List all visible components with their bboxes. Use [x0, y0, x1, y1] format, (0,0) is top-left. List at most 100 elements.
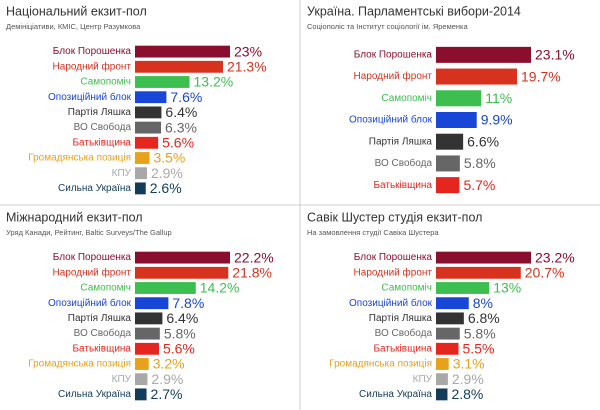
value-label: 3.5%: [153, 150, 185, 166]
bar: [436, 46, 531, 63]
value-label: 5.5%: [463, 341, 495, 357]
value-label: 5.7%: [463, 177, 495, 193]
category-label: КПУ: [112, 374, 132, 385]
category-label: Батьківщина: [72, 343, 131, 354]
value-label: 7.6%: [170, 89, 202, 105]
value-label: 3.1%: [453, 356, 485, 372]
category-label: Опозиційний блок: [48, 91, 132, 103]
category-label: Самопоміч: [80, 77, 131, 88]
chart-title: Міжнародний екзит-пол: [6, 210, 143, 224]
bar: [135, 76, 190, 88]
category-label: ВО Свобода: [74, 327, 132, 339]
bar: [436, 251, 531, 264]
bar: [436, 297, 469, 310]
category-label: Опозиційний блок: [349, 114, 433, 126]
category-label: ВО Свобода: [74, 121, 132, 133]
value-label: 23%: [234, 43, 262, 59]
category-label: Народний фронт: [354, 266, 433, 278]
category-label: Блок Порошенка: [53, 252, 132, 263]
bar: [135, 342, 159, 355]
value-label: 21.3%: [227, 59, 267, 75]
value-label: 11%: [485, 90, 512, 106]
chart-title: Савік Шустер студія екзит-пол: [307, 210, 482, 224]
value-label: 5.8%: [164, 325, 196, 341]
bar: [135, 282, 196, 294]
value-label: 20.7%: [525, 265, 565, 281]
category-label: Батьківщина: [72, 137, 131, 148]
value-label: 2.9%: [151, 371, 183, 387]
value-label: 21.8%: [232, 265, 272, 281]
bar: [135, 327, 160, 340]
category-label: Народний фронт: [53, 60, 132, 72]
bar: [135, 136, 159, 149]
category-label: ВО Свобода: [375, 157, 433, 169]
category-label: КПУ: [112, 168, 132, 179]
category-label: Опозиційний блок: [349, 297, 433, 309]
category-label: Самопоміч: [381, 283, 432, 294]
value-label: 7.8%: [172, 295, 204, 311]
bar: [135, 358, 149, 370]
category-label: ВО Свобода: [375, 327, 433, 339]
chart-subtitle: Уряд Канади, Рейтинг, Baltic Surveys/The…: [6, 228, 172, 237]
value-label: 5.6%: [162, 135, 194, 151]
bar: [436, 90, 482, 107]
value-label: 9.9%: [481, 112, 513, 128]
category-label: КПУ: [413, 374, 433, 385]
chart-subtitle: Демініціативи, КМІС, Центр Разумкова: [6, 22, 141, 31]
value-label: 3.2%: [153, 356, 185, 372]
value-label: 22.2%: [234, 249, 274, 265]
category-label: Сильна Україна: [359, 389, 432, 400]
bar: [436, 358, 449, 370]
chart-title: Україна. Парламентські вибори-2014: [307, 4, 521, 18]
category-label: Самопоміч: [381, 93, 432, 104]
value-label: 5.6%: [163, 341, 195, 357]
bar: [436, 112, 477, 128]
category-label: Самопоміч: [80, 283, 131, 294]
category-label: Партія Ляшка: [369, 313, 433, 324]
bar: [135, 152, 150, 164]
chart-title: Національний екзит-пол: [6, 4, 147, 18]
category-label: Партія Ляшка: [68, 107, 132, 118]
bar: [436, 312, 464, 325]
bar: [436, 133, 464, 150]
category-label: Партія Ляшка: [369, 136, 433, 147]
bar: [135, 388, 147, 401]
category-label: Батьківщина: [373, 180, 432, 191]
value-label: 6.8%: [468, 310, 500, 326]
value-label: 5.8%: [464, 325, 496, 341]
bar: [135, 91, 167, 104]
category-label: Народний фронт: [354, 70, 433, 82]
bar: [436, 155, 460, 172]
value-label: 2.6%: [150, 180, 182, 196]
value-label: 19.7%: [521, 68, 561, 84]
category-label: Блок Порошенка: [53, 46, 132, 57]
bar: [436, 342, 459, 355]
bar: [135, 182, 146, 195]
value-label: 6.4%: [166, 310, 198, 326]
bar: [135, 251, 230, 264]
value-label: 5.8%: [464, 155, 496, 171]
category-label: Блок Порошенка: [354, 49, 433, 60]
value-label: 2.9%: [151, 165, 183, 181]
bar: [436, 177, 460, 194]
bar: [135, 266, 229, 279]
chart-subtitle: На замовлення студії Савіка Шустера: [307, 228, 439, 237]
category-label: Громадянська позиція: [329, 359, 432, 370]
bar: [135, 167, 147, 180]
value-label: 2.9%: [452, 371, 484, 387]
category-label: Опозиційний блок: [48, 297, 132, 309]
bar: [436, 327, 460, 340]
chart-subtitle: Соціополіс та Інститут соціології ім. Яр…: [307, 22, 468, 31]
category-label: Громадянська позиція: [28, 359, 131, 370]
category-label: Сильна Україна: [58, 389, 131, 400]
category-label: Громадянська позиція: [28, 153, 131, 164]
category-label: Партія Ляшка: [68, 313, 132, 324]
category-label: Батьківщина: [373, 343, 432, 354]
bar: [135, 45, 230, 58]
category-label: Народний фронт: [53, 266, 132, 278]
bar: [135, 121, 162, 134]
bar: [135, 373, 148, 386]
category-label: Блок Порошенка: [354, 252, 433, 263]
value-label: 2.7%: [151, 386, 183, 402]
